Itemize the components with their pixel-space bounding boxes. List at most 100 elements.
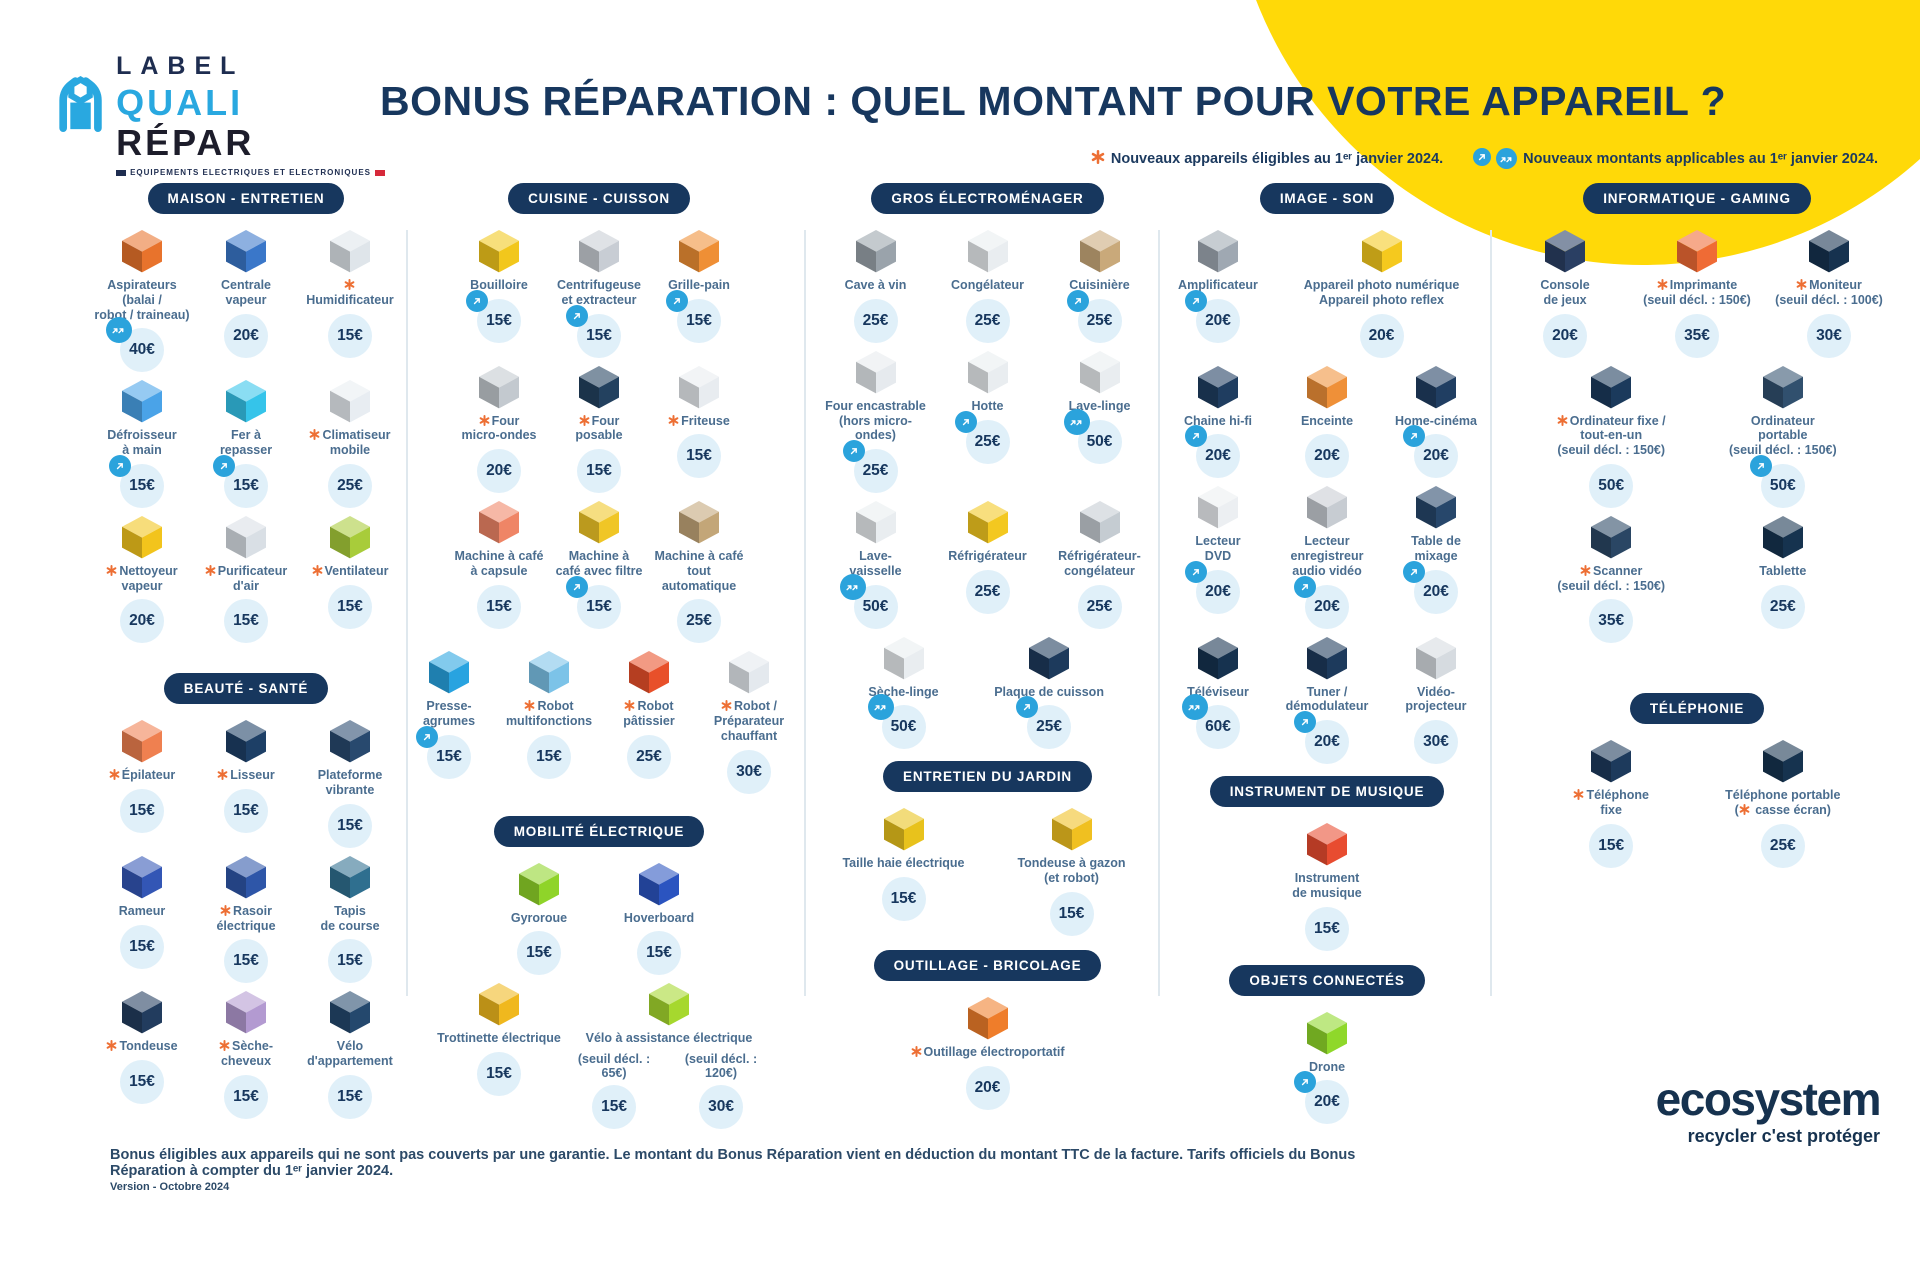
price-badge: 25€: [627, 734, 671, 779]
section-informatique-gaming: INFORMATIQUE - GAMING Console de jeux 20€ Im…: [1497, 183, 1897, 647]
item-steam-cleaner: Nettoyeur vapeur 20€: [90, 512, 194, 644]
column-4: INFORMATIQUE - GAMING Console de jeux 20€ Im…: [1497, 183, 1897, 872]
item-prices: 15€: [1049, 891, 1094, 936]
price-entry: 50€: [839, 573, 898, 629]
item-prices: 30€: [1807, 313, 1851, 358]
section-mobilite-electrique: MOBILITÉ ÉLECTRIQUE Gyroroue 15€ Hoverboard…: [393, 815, 805, 1134]
item-prices: 15€: [213, 454, 268, 508]
price-badge: 35€: [1589, 599, 1634, 644]
price-entry: 25€: [853, 298, 898, 343]
price-badge: 20€: [1185, 289, 1240, 343]
item-prices: 15€: [677, 434, 721, 479]
single-arrow-badge-icon: [213, 454, 235, 477]
price-entry: 15€: [416, 725, 471, 779]
price-entry: 15€: [466, 289, 521, 343]
item-prices: 20€: [1305, 434, 1349, 479]
item-dishwasher: Lave-vaisselle 50€: [820, 497, 932, 629]
item-row: Défroisseur à main 15€ Fer à repasser 15€ Clim…: [85, 376, 407, 508]
single-arrow-badge-icon: [954, 410, 977, 433]
item-label: Lecteur enregistreur audio vidéo: [1290, 534, 1364, 578]
price-entry: 15€: [328, 313, 372, 358]
item-av-recorder: Lecteur enregistreur audio vidéo 20€: [1273, 482, 1382, 629]
item-label: Robot pâtissier: [623, 699, 675, 728]
price-entry: 20€: [1294, 711, 1349, 764]
price-entry: 15€: [328, 1074, 372, 1119]
air-purifier-icon: [222, 512, 270, 560]
item-label: Aspirateurs (balai / robot / traineau): [94, 278, 190, 322]
section-pill-gros-electromenager: GROS ÉLECTROMÉNAGER: [871, 183, 1104, 214]
section-pill-maison-entretien: MAISON - ENTRETIEN: [147, 183, 345, 214]
kettle-icon: [475, 226, 523, 274]
price-badge: 25€: [1760, 823, 1805, 868]
price-badge: 15€: [637, 931, 681, 976]
item-row: Tondeuse 15€ Sèche-cheveux 15€ Vélo d'apparte…: [85, 987, 407, 1119]
column-divider: [1158, 230, 1160, 996]
price-badge: 15€: [666, 289, 721, 343]
column-1: CUISINE - CUISSON Bouilloire 15€ Centrifuge…: [393, 183, 805, 1133]
item-washing-machine: Lave-linge 50€: [1044, 347, 1156, 464]
single-arrow-badge-icon: [416, 725, 438, 748]
item-vibrating-platform: Plateforme vibrante 15€: [298, 716, 402, 848]
price-entry: 15€: [477, 584, 521, 629]
item-label: Centrale vapeur: [220, 278, 272, 307]
price-badge: 15€: [224, 789, 268, 833]
section-pill-instrument-de-musique: INSTRUMENT DE MUSIQUE: [1209, 776, 1445, 807]
item-row: Aspirateurs (balai / robot / traineau) 40€…: [85, 226, 407, 373]
item-prices: 15€: [1589, 823, 1634, 868]
item-label: Vélo à assistance électrique: [585, 1031, 753, 1046]
item-row: Téléviseur 60€ Tuner / démodulateur 20€ Vidéo…: [1162, 633, 1492, 764]
single-arrow-badge-icon: [566, 575, 588, 598]
item-epilator: Épilateur 15€: [90, 716, 194, 833]
price-entry: 15€: [1589, 823, 1634, 868]
item-hair-dryer: Sèche-cheveux 15€: [194, 987, 298, 1119]
price-entry: 15€: [477, 1052, 521, 1096]
item-prices: 15€: [566, 575, 621, 629]
item-gyroroue: Gyroroue 15€: [479, 859, 599, 976]
stand-mixer-icon: [625, 647, 673, 695]
single-arrow-badge-icon: [1016, 696, 1039, 719]
price-badge: 50€: [1589, 463, 1634, 508]
item-prices: 15€: [477, 584, 521, 629]
power-tools-icon: [964, 993, 1012, 1041]
printer-icon: [1673, 226, 1721, 274]
item-cooking-robot: Robot / Préparateur chauffant 30€: [699, 647, 799, 794]
single-arrow-badge-icon: [1294, 575, 1316, 598]
price-entry: 20€: [120, 599, 164, 644]
price-entry: 15€: [328, 584, 372, 629]
section-maison-entretien: MAISON - ENTRETIEN Aspirateurs (balai / ro…: [85, 183, 407, 647]
price-entry: 15€: [109, 454, 164, 508]
fridge-freezer-icon: [1076, 497, 1124, 545]
item-power-tools: Outillage électroportatif 20€: [876, 993, 1100, 1110]
price-entry: 25€: [627, 734, 671, 779]
item-prices: 20€: [1359, 313, 1404, 358]
section-image-son: IMAGE - SON Amplificateur 20€ Appareil phot…: [1162, 183, 1492, 768]
item-humidifier: Humidificateur 15€: [298, 226, 402, 358]
price-entry: 15€: [666, 289, 721, 343]
price-entry: 30€: [1807, 313, 1851, 358]
item-label: Bouilloire: [470, 278, 528, 292]
item-prices: 25€: [842, 440, 898, 493]
price-badge: 20€: [1185, 560, 1240, 614]
section-telephonie: TÉLÉPHONIE Téléphone fixe 15€ Téléphone port…: [1497, 693, 1897, 872]
item-game-console: Console de jeux 20€: [1499, 226, 1631, 358]
single-arrow-badge-icon: [1185, 289, 1207, 312]
item-prices: 15€: [224, 1074, 268, 1119]
price-badge: 15€: [120, 1060, 164, 1104]
price-badge: 20€: [1359, 313, 1404, 358]
item-microwave: Four micro-ondes 20€: [449, 362, 549, 493]
section-objets-connectes: OBJETS CONNECTÉS Drone 20€: [1162, 964, 1492, 1129]
section-beaute-sante: BEAUTÉ - SANTÉ Épilateur 15€ Lisseur 15€ Plat…: [85, 673, 407, 1123]
poster-title: BONUS RÉPARATION : QUEL MONTANT POUR VOT…: [380, 78, 1726, 125]
item-amplifier: Amplificateur 20€: [1164, 226, 1273, 343]
item-row: Scanner (seuil décl. : 150€) 35€ Tablette 25…: [1497, 512, 1897, 644]
item-label: Téléphone fixe: [1573, 788, 1649, 818]
steam-cleaner-icon: [118, 512, 166, 560]
iron-icon: [222, 376, 270, 424]
price-entry: 20€: [1403, 425, 1458, 479]
price-badge: 25€: [965, 569, 1010, 614]
item-automatic-coffee-machine: Machine à café tout automatique 25€: [649, 497, 749, 644]
single-arrow-badge-icon: [1403, 425, 1425, 448]
item-label: Purificateur d'air: [205, 564, 287, 594]
desktop-computer-icon: [1587, 362, 1635, 410]
single-arrow-badge-icon: [666, 289, 688, 312]
